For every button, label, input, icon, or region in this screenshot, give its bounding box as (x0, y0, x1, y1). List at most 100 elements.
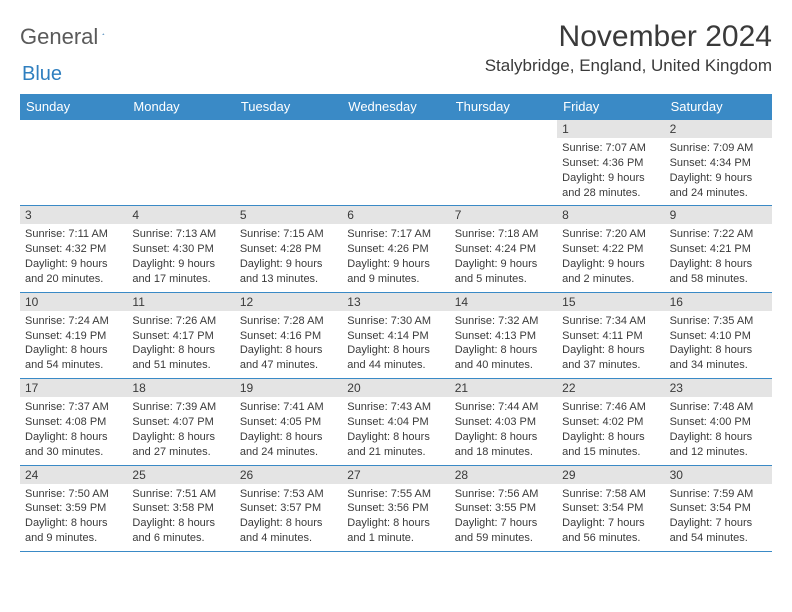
day-info-line: Sunset: 3:59 PM (25, 501, 122, 516)
day-info-line: and 37 minutes. (562, 358, 659, 373)
day-cell: 2Sunrise: 7:09 AMSunset: 4:34 PMDaylight… (665, 119, 772, 205)
day-info-line: Sunrise: 7:55 AM (347, 487, 444, 502)
day-number: 17 (20, 379, 127, 397)
day-info-line: and 20 minutes. (25, 272, 122, 287)
day-number: 15 (557, 293, 664, 311)
day-info-line: Daylight: 9 hours (455, 257, 552, 272)
day-info-line: Daylight: 9 hours (670, 171, 767, 186)
month-title: November 2024 (485, 20, 772, 54)
day-number: 2 (665, 120, 772, 138)
day-number: 4 (127, 206, 234, 224)
day-info-line: Sunset: 4:17 PM (132, 329, 229, 344)
day-number: 9 (665, 206, 772, 224)
day-info-line: and 17 minutes. (132, 272, 229, 287)
day-cell: 4Sunrise: 7:13 AMSunset: 4:30 PMDaylight… (127, 205, 234, 291)
day-cell: 6Sunrise: 7:17 AMSunset: 4:26 PMDaylight… (342, 205, 449, 291)
day-info-line: Daylight: 8 hours (347, 343, 444, 358)
day-info-line: Sunrise: 7:11 AM (25, 227, 122, 242)
day-info-line: Sunrise: 7:22 AM (670, 227, 767, 242)
day-number: 12 (235, 293, 342, 311)
day-info: Sunrise: 7:32 AMSunset: 4:13 PMDaylight:… (450, 311, 557, 378)
day-info-line: and 47 minutes. (240, 358, 337, 373)
day-info-line: and 40 minutes. (455, 358, 552, 373)
day-number: 8 (557, 206, 664, 224)
calendar-body: 1Sunrise: 7:07 AMSunset: 4:36 PMDaylight… (20, 119, 772, 552)
day-info-line: Daylight: 9 hours (562, 171, 659, 186)
day-info: Sunrise: 7:59 AMSunset: 3:54 PMDaylight:… (665, 484, 772, 551)
day-cell: 21Sunrise: 7:44 AMSunset: 4:03 PMDayligh… (450, 378, 557, 464)
weekday-header: Sunday Monday Tuesday Wednesday Thursday… (20, 94, 772, 119)
day-info-line: Sunrise: 7:50 AM (25, 487, 122, 502)
day-info: Sunrise: 7:51 AMSunset: 3:58 PMDaylight:… (127, 484, 234, 551)
day-number: 7 (450, 206, 557, 224)
day-cell: 17Sunrise: 7:37 AMSunset: 4:08 PMDayligh… (20, 378, 127, 464)
day-info-line: and 56 minutes. (562, 531, 659, 546)
day-info-line: and 30 minutes. (25, 445, 122, 460)
day-info-line: Sunset: 4:19 PM (25, 329, 122, 344)
empty-cell (127, 119, 234, 205)
day-info-line: Sunrise: 7:07 AM (562, 141, 659, 156)
day-info: Sunrise: 7:20 AMSunset: 4:22 PMDaylight:… (557, 224, 664, 291)
day-info-line: Sunset: 4:14 PM (347, 329, 444, 344)
brand-logo: General (20, 20, 122, 48)
day-info-line: and 2 minutes. (562, 272, 659, 287)
day-info-line: Sunset: 4:30 PM (132, 242, 229, 257)
weekday-label: Sunday (20, 94, 127, 119)
day-info-line: Daylight: 8 hours (347, 430, 444, 445)
day-cell: 30Sunrise: 7:59 AMSunset: 3:54 PMDayligh… (665, 465, 772, 552)
day-info-line: Daylight: 7 hours (562, 516, 659, 531)
day-info: Sunrise: 7:34 AMSunset: 4:11 PMDaylight:… (557, 311, 664, 378)
day-cell: 15Sunrise: 7:34 AMSunset: 4:11 PMDayligh… (557, 292, 664, 378)
day-info-line: Sunrise: 7:15 AM (240, 227, 337, 242)
day-info-line: and 21 minutes. (347, 445, 444, 460)
day-number: 16 (665, 293, 772, 311)
day-cell: 25Sunrise: 7:51 AMSunset: 3:58 PMDayligh… (127, 465, 234, 552)
day-info-line: Sunrise: 7:35 AM (670, 314, 767, 329)
day-info: Sunrise: 7:46 AMSunset: 4:02 PMDaylight:… (557, 397, 664, 464)
day-info-line: Sunrise: 7:28 AM (240, 314, 337, 329)
calendar-page: General November 2024 Stalybridge, Engla… (0, 0, 792, 562)
day-cell: 9Sunrise: 7:22 AMSunset: 4:21 PMDaylight… (665, 205, 772, 291)
day-info-line: Sunset: 4:21 PM (670, 242, 767, 257)
day-info-line: Sunset: 4:04 PM (347, 415, 444, 430)
day-info-line: Sunset: 4:00 PM (670, 415, 767, 430)
day-info-line: Sunrise: 7:41 AM (240, 400, 337, 415)
day-info: Sunrise: 7:22 AMSunset: 4:21 PMDaylight:… (665, 224, 772, 291)
day-info-line: Sunrise: 7:51 AM (132, 487, 229, 502)
day-info: Sunrise: 7:11 AMSunset: 4:32 PMDaylight:… (20, 224, 127, 291)
sail-icon (102, 27, 105, 41)
day-info-line: Daylight: 8 hours (562, 430, 659, 445)
day-number: 29 (557, 466, 664, 484)
day-number: 25 (127, 466, 234, 484)
day-info-line: Daylight: 8 hours (240, 516, 337, 531)
day-info: Sunrise: 7:48 AMSunset: 4:00 PMDaylight:… (665, 397, 772, 464)
day-cell: 5Sunrise: 7:15 AMSunset: 4:28 PMDaylight… (235, 205, 342, 291)
day-info-line: Sunrise: 7:46 AM (562, 400, 659, 415)
day-info: Sunrise: 7:44 AMSunset: 4:03 PMDaylight:… (450, 397, 557, 464)
day-info: Sunrise: 7:41 AMSunset: 4:05 PMDaylight:… (235, 397, 342, 464)
day-info-line: Daylight: 8 hours (670, 257, 767, 272)
day-number: 21 (450, 379, 557, 397)
day-info-line: Sunrise: 7:30 AM (347, 314, 444, 329)
day-info-line: Daylight: 8 hours (132, 516, 229, 531)
day-info-line: Sunset: 4:02 PM (562, 415, 659, 430)
day-info-line: Daylight: 7 hours (455, 516, 552, 531)
day-info-line: and 24 minutes. (240, 445, 337, 460)
day-info-line: Daylight: 9 hours (347, 257, 444, 272)
day-info-line: Sunrise: 7:18 AM (455, 227, 552, 242)
day-info-line: Daylight: 8 hours (670, 343, 767, 358)
day-info: Sunrise: 7:26 AMSunset: 4:17 PMDaylight:… (127, 311, 234, 378)
day-number: 30 (665, 466, 772, 484)
brand-text-2: Blue (22, 64, 62, 84)
day-info-line: and 9 minutes. (25, 531, 122, 546)
day-info-line: and 1 minute. (347, 531, 444, 546)
day-info-line: Sunset: 4:32 PM (25, 242, 122, 257)
day-info-line: Sunset: 3:57 PM (240, 501, 337, 516)
day-info: Sunrise: 7:18 AMSunset: 4:24 PMDaylight:… (450, 224, 557, 291)
day-number: 20 (342, 379, 449, 397)
day-info: Sunrise: 7:53 AMSunset: 3:57 PMDaylight:… (235, 484, 342, 551)
day-info-line: Sunset: 4:34 PM (670, 156, 767, 171)
empty-cell (342, 119, 449, 205)
day-info-line: Sunset: 4:28 PM (240, 242, 337, 257)
day-cell: 10Sunrise: 7:24 AMSunset: 4:19 PMDayligh… (20, 292, 127, 378)
